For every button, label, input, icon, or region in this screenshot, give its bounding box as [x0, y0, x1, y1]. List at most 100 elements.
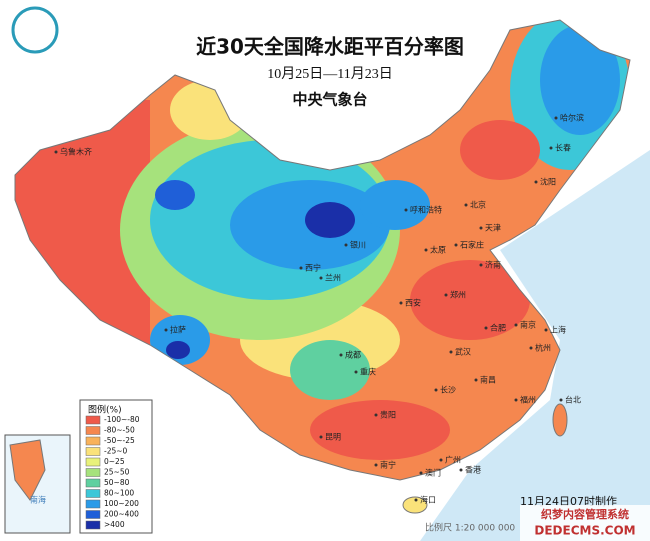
city-label: 香港: [465, 465, 481, 475]
taiwan: [552, 403, 568, 437]
city-dot: [484, 326, 488, 330]
city-dot: [374, 463, 378, 467]
city-label: 澳门: [425, 468, 441, 478]
city-dot: [319, 435, 323, 439]
city-label: 银川: [350, 240, 366, 250]
legend-swatch: [85, 468, 101, 477]
city-dot: [544, 328, 548, 332]
title: 近30天全国降水距平百分率图: [196, 35, 464, 59]
logo: [11, 6, 59, 54]
city-label: 天津: [485, 223, 501, 233]
city-dot: [534, 180, 538, 184]
city-label: 台北: [565, 395, 581, 405]
legend-swatch: [85, 478, 101, 488]
city-dot: [54, 150, 58, 154]
legend-swatch: [85, 426, 101, 435]
city-dot: [529, 346, 533, 350]
field-band: [360, 180, 430, 230]
legend-label: 100~200: [104, 499, 139, 508]
city-label: 西宁: [305, 263, 321, 273]
legend-title: 图例(%): [88, 404, 122, 416]
legend-swatch: [85, 436, 101, 446]
city-label: 济南: [485, 260, 501, 270]
city-label: 武汉: [455, 347, 471, 357]
city-label: 哈尔滨: [560, 113, 584, 123]
legend-swatch: [85, 499, 101, 509]
city-dot: [354, 370, 358, 374]
city-dot: [374, 413, 378, 417]
city-label: 拉萨: [170, 325, 186, 335]
field-band: [310, 400, 450, 460]
city-dot: [404, 208, 408, 212]
field-band: [540, 25, 620, 135]
city-label: 南宁: [380, 460, 396, 470]
city-dot: [414, 498, 418, 502]
city-dot: [299, 266, 303, 270]
city-dot: [559, 398, 563, 402]
city-label: 太原: [430, 245, 446, 255]
inset-label: 南海: [30, 495, 46, 505]
legend-label: -50~-25: [104, 436, 135, 445]
city-label: 重庆: [360, 367, 376, 377]
legend-label: 80~100: [104, 489, 134, 498]
watermark-cn: 织梦内容管理系统: [541, 507, 629, 521]
city-label: 成都: [345, 350, 361, 360]
legend-label: -25~0: [104, 447, 128, 456]
legend-label: -80~-50: [104, 426, 135, 435]
city-dot: [419, 471, 423, 475]
city-label: 西安: [405, 298, 421, 308]
city-label: 昆明: [325, 433, 341, 442]
city-label: 南昌: [480, 375, 496, 385]
legend-swatch: [85, 457, 101, 467]
field-band: [155, 180, 195, 210]
city-label: 福州: [520, 396, 536, 405]
city-dot: [439, 458, 443, 462]
city-dot: [344, 243, 348, 247]
city-dot: [474, 378, 478, 382]
sea: [420, 150, 650, 541]
watermark-en: DEDECMS.COM: [534, 524, 635, 538]
legend-swatch: [85, 510, 101, 519]
city-label: 北京: [470, 200, 486, 210]
watermark-bg: [520, 505, 650, 541]
legend-label: 25~50: [104, 468, 130, 477]
city-label: 兰州: [325, 273, 341, 283]
city-dot: [449, 350, 453, 354]
legend-swatch: [85, 447, 101, 456]
city-label: 上海: [550, 325, 566, 335]
field-band: [460, 120, 540, 180]
field-band: [166, 341, 190, 359]
legend-swatch: [85, 489, 101, 498]
field-band: [150, 315, 210, 365]
hainan: [402, 496, 428, 514]
city-dot: [164, 328, 168, 332]
city-dot: [424, 248, 428, 252]
made-note: 11月24日07时制作: [520, 495, 617, 508]
legend-label: 200~400: [104, 510, 139, 519]
legend-swatch: [85, 520, 101, 530]
city-label: 合肥: [490, 323, 506, 333]
city-label: 沈阳: [540, 177, 556, 187]
dates: 10月25日—11月23日: [267, 66, 392, 82]
city-dot: [459, 468, 463, 472]
legend-label: >400: [104, 520, 125, 529]
city-label: 郑州: [450, 290, 466, 300]
city-dot: [434, 388, 438, 392]
city-label: 贵阳: [380, 410, 396, 420]
city-dot: [444, 293, 448, 297]
city-dot: [554, 116, 558, 120]
scale: 比例尺 1:20 000 000: [425, 522, 515, 534]
city-label: 长春: [555, 143, 571, 153]
city-label: 石家庄: [460, 240, 484, 250]
city-label: 长沙: [440, 385, 456, 395]
city-dot: [479, 263, 483, 267]
legend-label: 50~80: [104, 478, 130, 487]
city-dot: [549, 146, 553, 150]
legend-items: -100~-80 -80~-50-50~-25 -25~00~25 25~5050~8…: [85, 415, 140, 530]
inset-land: [9, 439, 46, 501]
city-label: 乌鲁木齐: [60, 147, 92, 157]
field-band: [290, 340, 370, 400]
city-dot: [479, 226, 483, 230]
